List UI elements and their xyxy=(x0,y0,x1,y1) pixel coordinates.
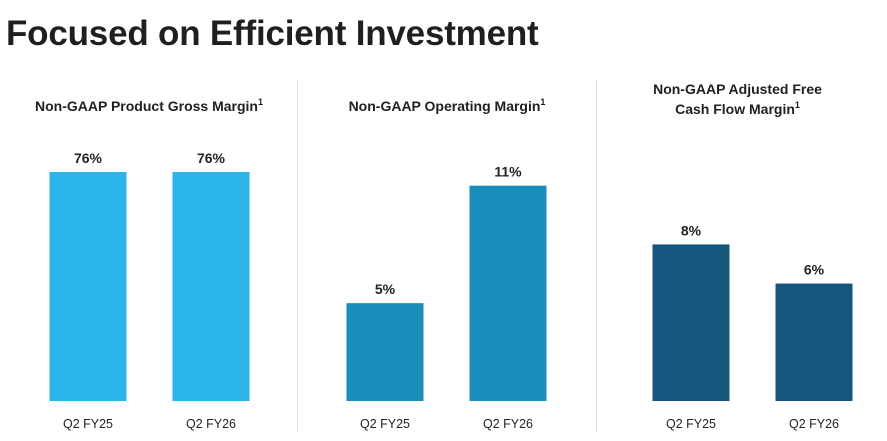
bar-fcf-margin-1 xyxy=(652,244,730,401)
chart-title-text: Non-GAAP Product Gross Margin xyxy=(35,98,258,114)
panel-divider-2 xyxy=(596,80,597,432)
data-label-fcf-margin-2: 6% xyxy=(804,262,825,278)
data-label-gross-margin-1: 76% xyxy=(74,150,103,166)
data-label-operating-margin-1: 5% xyxy=(375,281,396,297)
bar-fcf-margin-2 xyxy=(775,283,853,401)
footnote-marker: 1 xyxy=(795,100,800,110)
bar-gross-margin-1 xyxy=(49,172,127,401)
tick-label-gross-margin-1: Q2 FY25 xyxy=(63,417,113,431)
chart-fcf-margin: Non-GAAP Adjusted Free Cash Flow Margin1 8… xyxy=(652,81,853,431)
chart-title-text: Non-GAAP Operating Margin xyxy=(349,98,541,114)
chart-title-line-1: Non-GAAP Product Gross Margin1 xyxy=(35,97,263,114)
data-label-gross-margin-2: 76% xyxy=(197,150,226,166)
tick-label-operating-margin-1: Q2 FY25 xyxy=(360,417,410,431)
panel-divider-1 xyxy=(297,80,298,432)
bar-operating-margin-1 xyxy=(346,303,424,401)
bar-operating-margin-2 xyxy=(469,185,547,401)
tick-label-gross-margin-2: Q2 FY26 xyxy=(186,417,236,431)
chart-title-line-1: Non-GAAP Adjusted Free xyxy=(653,81,822,97)
data-label-fcf-margin-1: 8% xyxy=(681,222,702,238)
chart-gross-margin: Non-GAAP Product Gross Margin1 76% Q2 FY25… xyxy=(35,97,263,431)
footnote-marker: 1 xyxy=(540,97,545,107)
chart-title-line-1: Non-GAAP Operating Margin1 xyxy=(349,97,546,114)
footnote-marker: 1 xyxy=(258,97,263,107)
chart-title-line-2: Cash Flow Margin1 xyxy=(675,100,800,117)
page-title: Focused on Efficient Investment xyxy=(6,14,539,53)
bar-gross-margin-2 xyxy=(172,172,250,401)
tick-label-operating-margin-2: Q2 FY26 xyxy=(483,417,533,431)
tick-label-fcf-margin-1: Q2 FY25 xyxy=(666,417,716,431)
chart-title-text: Non-GAAP Adjusted Free xyxy=(653,81,822,97)
chart-operating-margin: Non-GAAP Operating Margin1 5% Q2 FY25 11% Q2… xyxy=(346,97,547,431)
tick-label-fcf-margin-2: Q2 FY26 xyxy=(789,417,839,431)
data-label-operating-margin-2: 11% xyxy=(494,164,522,180)
chart-title-text: Cash Flow Margin xyxy=(675,101,795,117)
